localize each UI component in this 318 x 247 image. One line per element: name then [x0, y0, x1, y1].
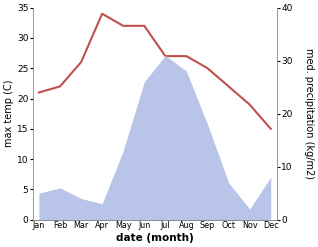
Y-axis label: max temp (C): max temp (C): [4, 80, 14, 147]
X-axis label: date (month): date (month): [116, 233, 194, 243]
Y-axis label: med. precipitation (kg/m2): med. precipitation (kg/m2): [304, 48, 314, 179]
